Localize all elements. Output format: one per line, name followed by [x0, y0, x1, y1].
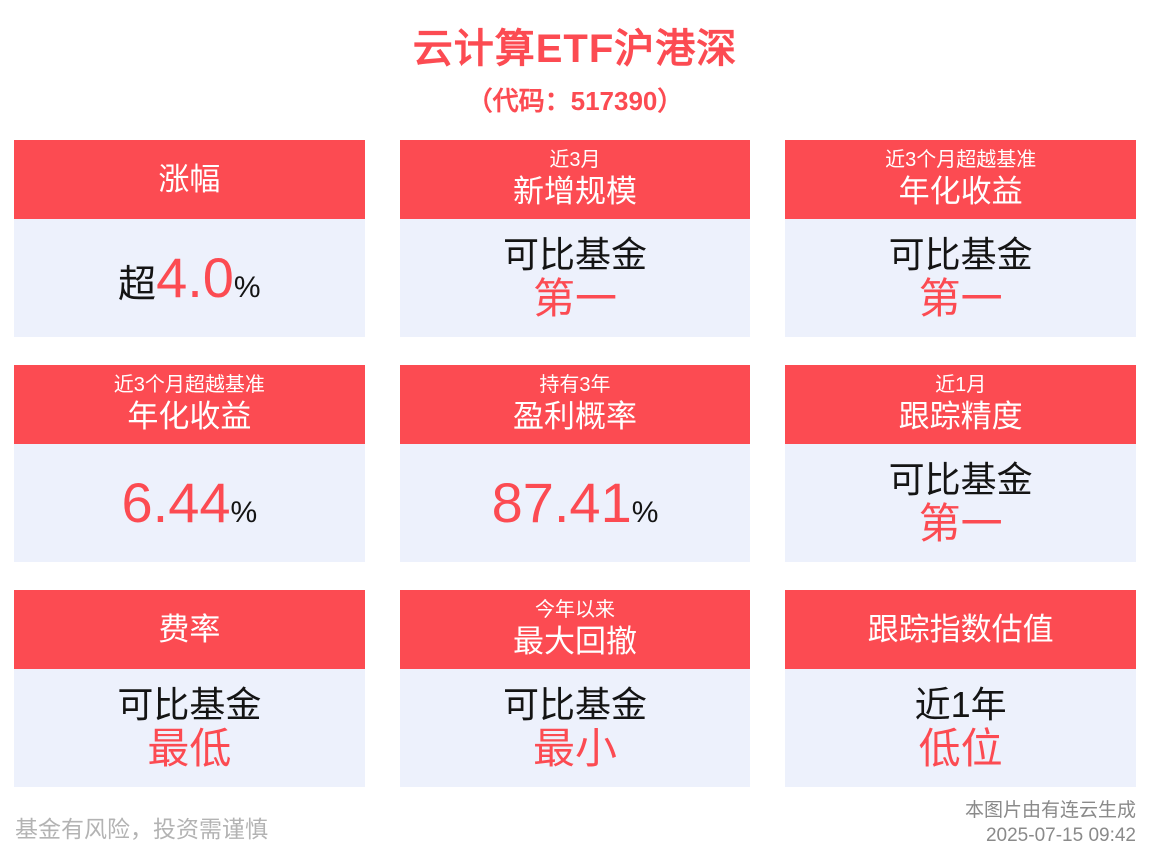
stat-rank: 第一 [532, 274, 617, 322]
card-header-title: 年化收益 [127, 399, 252, 435]
card-header-title: 跟踪指数估值 [867, 611, 1054, 647]
card-excess-return-value: 近3个月超越基准 年化收益 6.44% [14, 365, 365, 562]
stat-rank: 最低 [147, 724, 232, 772]
card-header: 近1月 跟踪精度 [785, 365, 1136, 444]
watermark-timestamp: 2025-07-15 09:42 [985, 824, 1136, 846]
card-price-gain: 涨幅 超4.0% [14, 140, 365, 337]
card-body: 可比基金 第一 [399, 219, 751, 337]
stat-value: 6.44 [121, 471, 231, 534]
card-body: 可比基金 最小 [399, 669, 751, 787]
stat-label: 可比基金 [117, 684, 262, 726]
stat-label: 可比基金 [888, 234, 1033, 276]
card-header: 近3个月超越基准 年化收益 [14, 365, 365, 444]
stat-unit: % [631, 496, 659, 529]
stat-label: 可比基金 [502, 234, 647, 276]
risk-disclaimer: 基金有风险，投资需谨慎 [15, 816, 268, 842]
stat-rank: 第一 [918, 499, 1003, 547]
card-header: 费率 [14, 590, 365, 669]
watermark-source: 本图片由有连云生成 [964, 799, 1136, 821]
card-header-subtitle: 近1月 [935, 374, 987, 397]
card-max-drawdown: 今年以来 最大回撤 可比基金 最小 [399, 590, 751, 787]
stat-card-grid: 涨幅 超4.0% 近3月 新增规模 可比基金 第一 近3个月超越基准 年 [14, 140, 1136, 787]
card-header-title: 涨幅 [158, 161, 221, 197]
card-header-title: 费率 [158, 611, 221, 647]
stat-unit: % [233, 271, 261, 304]
card-body: 可比基金 第一 [785, 219, 1136, 337]
card-header-title: 盈利概率 [512, 399, 637, 435]
stat-value: 4.0 [156, 246, 234, 309]
card-header: 近3月 新增规模 [399, 140, 751, 219]
stat-value-line: 6.44% [121, 475, 257, 531]
card-body: 6.44% [14, 444, 365, 562]
card-header: 涨幅 [14, 140, 365, 219]
page-title: 云计算ETF沪港深 [412, 27, 738, 71]
fund-code-subtitle: （代码：517390） [466, 86, 684, 116]
stat-value-line: 超4.0% [118, 250, 261, 306]
card-header-title: 新增规模 [512, 174, 637, 210]
stat-rank: 最小 [532, 724, 617, 772]
card-header: 今年以来 最大回撤 [399, 590, 751, 669]
card-body: 近1年 低位 [785, 669, 1136, 787]
card-body: 可比基金 第一 [785, 444, 1136, 562]
card-header-subtitle: 近3个月超越基准 [113, 374, 265, 397]
stat-value-line: 87.41% [492, 475, 659, 531]
stat-rank: 低位 [918, 724, 1003, 772]
stat-label: 可比基金 [502, 684, 647, 726]
card-excess-return-rank: 近3个月超越基准 年化收益 可比基金 第一 [785, 140, 1136, 337]
generator-watermark: 本图片由有连云生成 2025-07-15 09:42 [965, 798, 1136, 848]
card-header: 近3个月超越基准 年化收益 [785, 140, 1136, 219]
card-header-subtitle: 近3月 [549, 149, 601, 172]
card-body: 可比基金 最低 [14, 669, 365, 787]
stat-unit: % [230, 496, 258, 529]
card-profit-probability: 持有3年 盈利概率 87.41% [399, 365, 751, 562]
card-header: 跟踪指数估值 [785, 590, 1136, 669]
card-index-valuation: 跟踪指数估值 近1年 低位 [785, 590, 1136, 787]
card-header-subtitle: 今年以来 [534, 599, 615, 622]
stat-rank: 第一 [918, 274, 1003, 322]
card-fee-rate: 费率 可比基金 最低 [14, 590, 365, 787]
card-header-title: 年化收益 [898, 174, 1023, 210]
card-header-subtitle: 持有3年 [539, 374, 611, 397]
card-header-title: 跟踪精度 [898, 399, 1023, 435]
card-body: 87.41% [399, 444, 751, 562]
card-header: 持有3年 盈利概率 [399, 365, 751, 444]
card-new-scale: 近3月 新增规模 可比基金 第一 [399, 140, 751, 337]
card-header-subtitle: 近3个月超越基准 [885, 149, 1037, 172]
stat-value: 87.41 [491, 471, 632, 534]
stat-label: 近1年 [914, 684, 1007, 726]
card-tracking-precision: 近1月 跟踪精度 可比基金 第一 [785, 365, 1136, 562]
card-header-title: 最大回撤 [512, 624, 637, 660]
stat-label: 可比基金 [888, 459, 1033, 501]
card-body: 超4.0% [14, 219, 365, 337]
stat-prefix: 超 [118, 264, 157, 306]
